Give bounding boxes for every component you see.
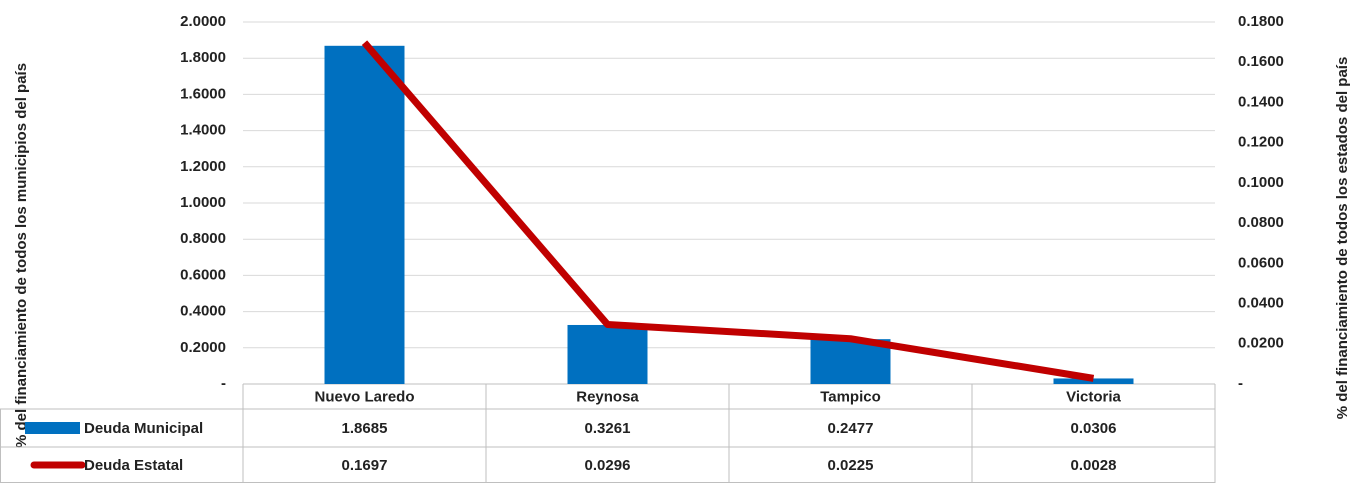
y2-tick-label: 0.0400 bbox=[1238, 295, 1284, 312]
y2-tick-label: 0.1400 bbox=[1238, 93, 1284, 110]
y-tick-label: 1.4000 bbox=[180, 122, 226, 139]
table-value: 0.3261 bbox=[585, 420, 631, 437]
x-tick-label: Reynosa bbox=[576, 388, 639, 405]
table-value: 0.0225 bbox=[828, 457, 874, 474]
table-value: 0.1697 bbox=[342, 457, 388, 474]
y2-tick-label: 0.0800 bbox=[1238, 214, 1284, 231]
y2-tick-label: 0.0600 bbox=[1238, 254, 1284, 271]
y2-tick-label: 0.0200 bbox=[1238, 335, 1284, 352]
y-tick-label: 0.8000 bbox=[180, 230, 226, 247]
y-tick-label: 0.6000 bbox=[180, 266, 226, 283]
y-tick-label: 1.2000 bbox=[180, 158, 226, 175]
table-value: 1.8685 bbox=[342, 420, 388, 437]
y2-tick-label: - bbox=[1238, 375, 1243, 392]
y2-tick-label: 0.1600 bbox=[1238, 53, 1284, 70]
x-tick-label: Tampico bbox=[820, 388, 881, 405]
table-value: 0.2477 bbox=[828, 420, 874, 437]
y-tick-label: 0.2000 bbox=[180, 339, 226, 356]
legend-label: Deuda Municipal bbox=[84, 420, 203, 437]
table-value: 0.0296 bbox=[585, 457, 631, 474]
bar bbox=[1053, 378, 1134, 384]
y-tick-label: - bbox=[221, 375, 226, 392]
y2-tick-label: 0.1800 bbox=[1238, 13, 1284, 30]
y-tick-label: 1.0000 bbox=[180, 194, 226, 211]
y2-tick-label: 0.1200 bbox=[1238, 134, 1284, 151]
x-tick-label: Victoria bbox=[1066, 388, 1121, 405]
bar bbox=[567, 324, 648, 384]
bar bbox=[324, 45, 405, 384]
table-value: 0.0306 bbox=[1071, 420, 1117, 437]
y-tick-label: 2.0000 bbox=[180, 13, 226, 30]
table-value: 0.0028 bbox=[1071, 457, 1117, 474]
legend-label: Deuda Estatal bbox=[84, 457, 183, 474]
y-tick-label: 1.6000 bbox=[180, 85, 226, 102]
legend-key bbox=[25, 422, 80, 434]
y2-axis-label: % del financiamiento de todos los estado… bbox=[1334, 57, 1351, 420]
x-tick-label: Nuevo Laredo bbox=[314, 388, 414, 405]
y-tick-label: 1.8000 bbox=[180, 49, 226, 66]
line bbox=[361, 40, 1095, 382]
y2-tick-label: 0.1000 bbox=[1238, 174, 1284, 191]
y-tick-label: 0.4000 bbox=[180, 303, 226, 320]
y-axis-label: % del financiamiento de todos los munici… bbox=[13, 63, 30, 448]
